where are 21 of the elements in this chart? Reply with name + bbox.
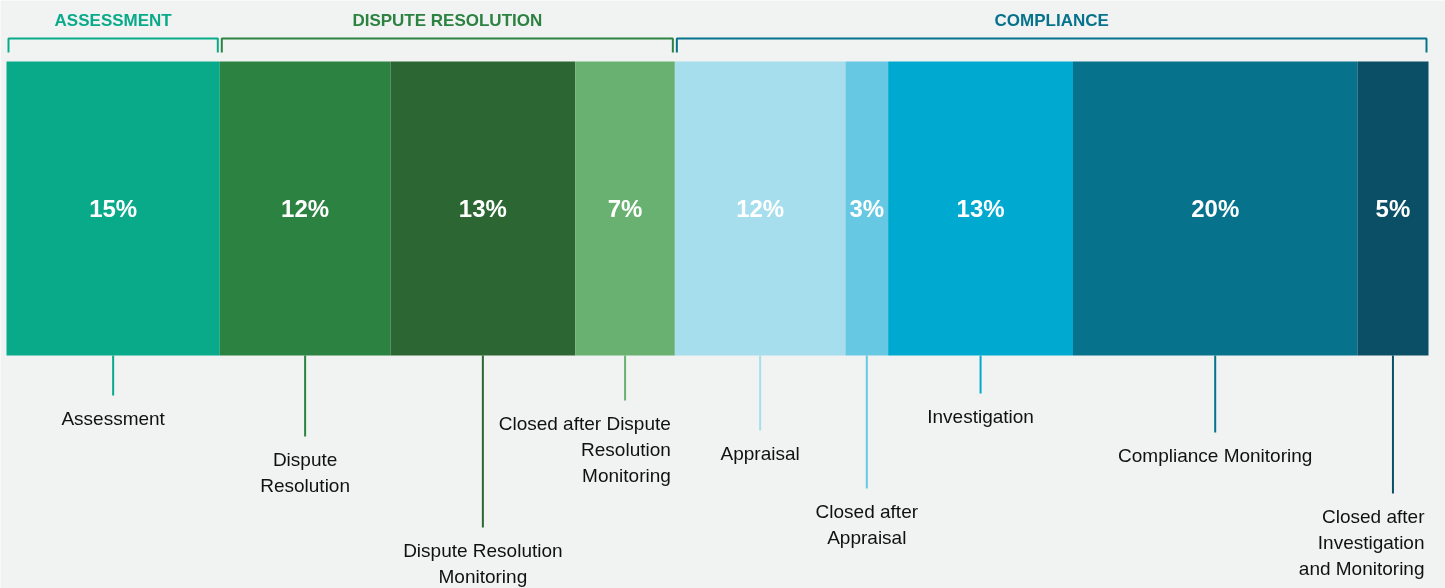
data-label: 12% <box>281 195 330 222</box>
text: Closed after Investigation and Monitoring <box>1298 505 1426 579</box>
data-label: 20% <box>1191 195 1240 222</box>
text: COMPLIANCE <box>994 11 1109 30</box>
text: DISPUTE RESOLUTION <box>352 11 543 30</box>
legend-label: Assessment <box>61 407 166 429</box>
data-label: 13% <box>956 195 1005 222</box>
data-label: 13% <box>458 195 507 222</box>
data-label: 5% <box>1375 195 1411 222</box>
text: Closed after Appraisal <box>815 500 919 548</box>
text: Compliance Monitoring <box>1118 444 1313 466</box>
text: Appraisal <box>720 442 800 464</box>
legend-label: Closed after Dispute Resolution Monitoring <box>498 412 671 486</box>
text: Dispute Resolution <box>260 448 351 496</box>
legend-label: Investigation <box>927 405 1034 427</box>
data-label: 7% <box>607 195 643 222</box>
text: Dispute Resolution Monitoring <box>403 539 563 587</box>
data-label: 15% <box>89 195 138 222</box>
text: ASSESSMENT <box>54 11 173 30</box>
data-label: 3% <box>849 195 885 222</box>
data-label: 12% <box>736 195 785 222</box>
